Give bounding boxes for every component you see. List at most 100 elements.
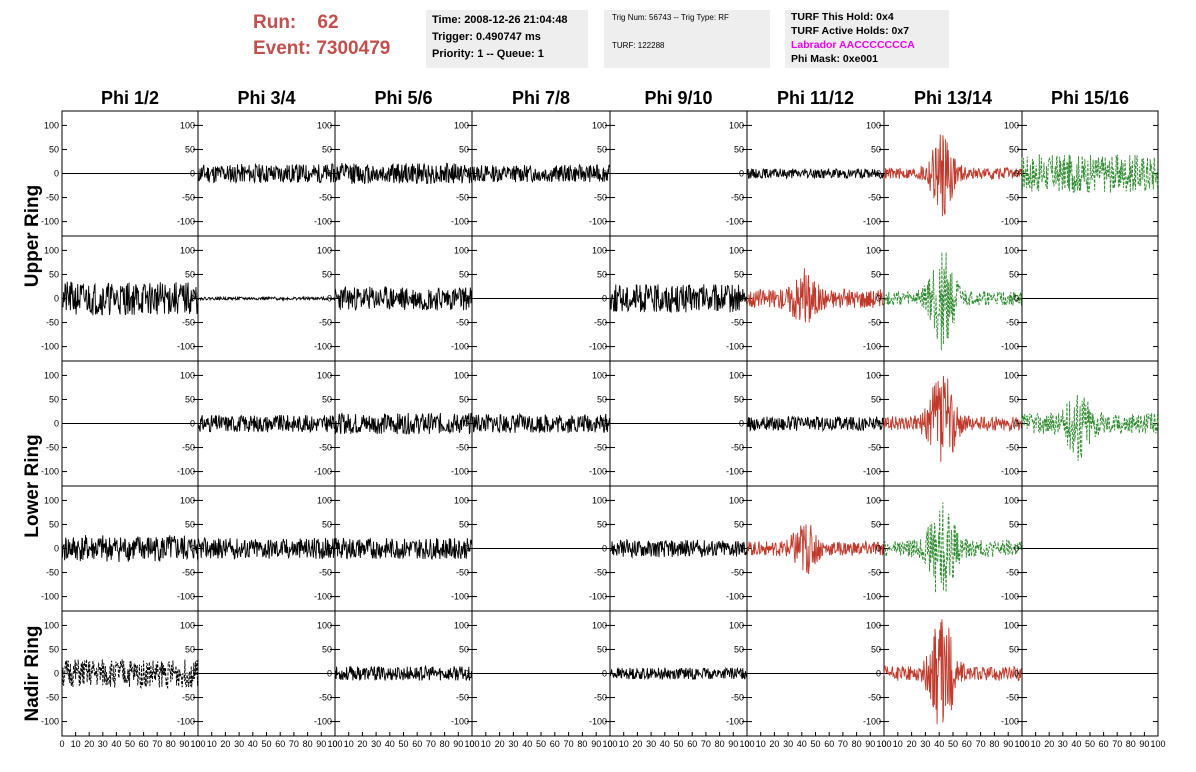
y-tick-label: 100 [729,120,744,130]
y-tick-label: 0 [876,544,881,554]
y-tick-label: 50 [185,269,195,279]
y-tick-label: 50 [1009,269,1019,279]
x-tick-label: 0 [59,739,64,749]
y-tick-label: 0 [602,669,607,679]
waveform-trace [609,538,748,559]
y-tick-label: 100 [1004,495,1019,505]
x-tick-label: 90 [453,739,463,749]
x-tick-label: 10 [893,739,903,749]
y-tick-label: 100 [180,120,195,130]
y-tick-label: -100 [41,342,59,352]
x-tick-label: 70 [152,739,162,749]
x-tick-label: 10 [207,739,217,749]
y-tick-label: 0 [54,544,59,554]
y-tick-label: 100 [180,495,195,505]
y-tick-label: 100 [317,120,332,130]
y-tick-label: -100 [589,217,607,227]
y-tick-label: -100 [726,217,744,227]
y-tick-label: 50 [1009,644,1019,654]
x-tick-label: 70 [289,739,299,749]
y-tick-label: -50 [594,318,607,328]
y-tick-label: -100 [726,592,744,602]
y-tick-label: -50 [456,318,469,328]
x-tick-label: 100 [1150,739,1165,749]
y-tick-label: -100 [177,717,195,727]
y-tick-label: -100 [41,467,59,477]
y-tick-label: 50 [49,144,59,154]
y-tick-label: 100 [729,620,744,630]
y-tick-label: -100 [589,592,607,602]
x-tick-label: 30 [646,739,656,749]
waveform-trace [334,162,473,185]
y-tick-label: 50 [734,144,744,154]
x-tick-label: 30 [371,739,381,749]
y-tick-label: 50 [871,144,881,154]
y-tick-label: 0 [190,294,195,304]
y-tick-label: 100 [592,370,607,380]
y-tick-label: -50 [868,193,881,203]
y-tick-label: 0 [190,669,195,679]
x-tick-label: 50 [1085,739,1095,749]
run-event-box: Run: 62 Event: 7300479 [253,10,390,62]
x-tick-label: 80 [303,739,313,749]
waveform-trace [746,167,885,180]
y-tick-label: 100 [866,370,881,380]
y-tick-label: 50 [597,644,607,654]
y-tick-label: 100 [729,370,744,380]
waveform-trace [1021,395,1159,461]
waveform-trace [609,666,748,681]
y-tick-label: 100 [44,370,59,380]
y-tick-label: -100 [726,467,744,477]
y-tick-label: 50 [597,144,607,154]
y-tick-label: -100 [314,717,332,727]
y-tick-label: 100 [44,120,59,130]
x-tick-label: 80 [166,739,176,749]
column-header: Phi 1/2 [101,88,159,108]
x-tick-label: 100 [876,739,891,749]
x-tick-label: 20 [220,739,230,749]
x-tick-label: 40 [934,739,944,749]
waveform-trace [883,502,1023,593]
y-tick-label: 50 [322,269,332,279]
y-tick-label: -50 [594,568,607,578]
x-tick-label: 10 [756,739,766,749]
y-tick-label: 0 [327,669,332,679]
y-tick-label: -100 [314,217,332,227]
column-header: Phi 7/8 [512,88,570,108]
x-tick-label: 50 [673,739,683,749]
y-tick-label: 0 [327,544,332,554]
x-tick-label: 40 [1071,739,1081,749]
waveform-trace [746,415,885,433]
y-tick-label: 100 [180,370,195,380]
x-tick-label: 100 [464,739,479,749]
y-tick-label: -50 [731,318,744,328]
y-tick-label: 100 [592,120,607,130]
x-tick-label: 10 [71,739,81,749]
waveform-trace [61,535,199,563]
x-tick-label: 60 [275,739,285,749]
waveform-trace [197,162,336,184]
x-tick-label: 80 [715,739,725,749]
x-tick-label: 0 [1019,739,1024,749]
run-value: 62 [317,12,339,33]
x-tick-label: 80 [852,739,862,749]
y-tick-label: 50 [459,394,469,404]
x-tick-label: 0 [607,739,612,749]
y-tick-label: -50 [182,568,195,578]
y-tick-label: -50 [1006,693,1019,703]
y-tick-label: 0 [1014,419,1019,429]
x-tick-label: 80 [989,739,999,749]
waveform-trace [61,281,199,316]
y-tick-label: -50 [594,193,607,203]
y-tick-label: 100 [317,245,332,255]
y-tick-label: -100 [726,342,744,352]
waveform-trace [883,375,1023,462]
y-tick-label: 50 [1009,519,1019,529]
y-tick-label: 100 [729,245,744,255]
y-tick-label: 100 [1004,245,1019,255]
y-tick-label: 100 [1004,370,1019,380]
priority-text: Priority: 1 -- Queue: 1 [432,48,544,60]
y-tick-label: 0 [876,419,881,429]
y-tick-label: -50 [456,443,469,453]
column-header: Phi 15/16 [1051,88,1129,108]
